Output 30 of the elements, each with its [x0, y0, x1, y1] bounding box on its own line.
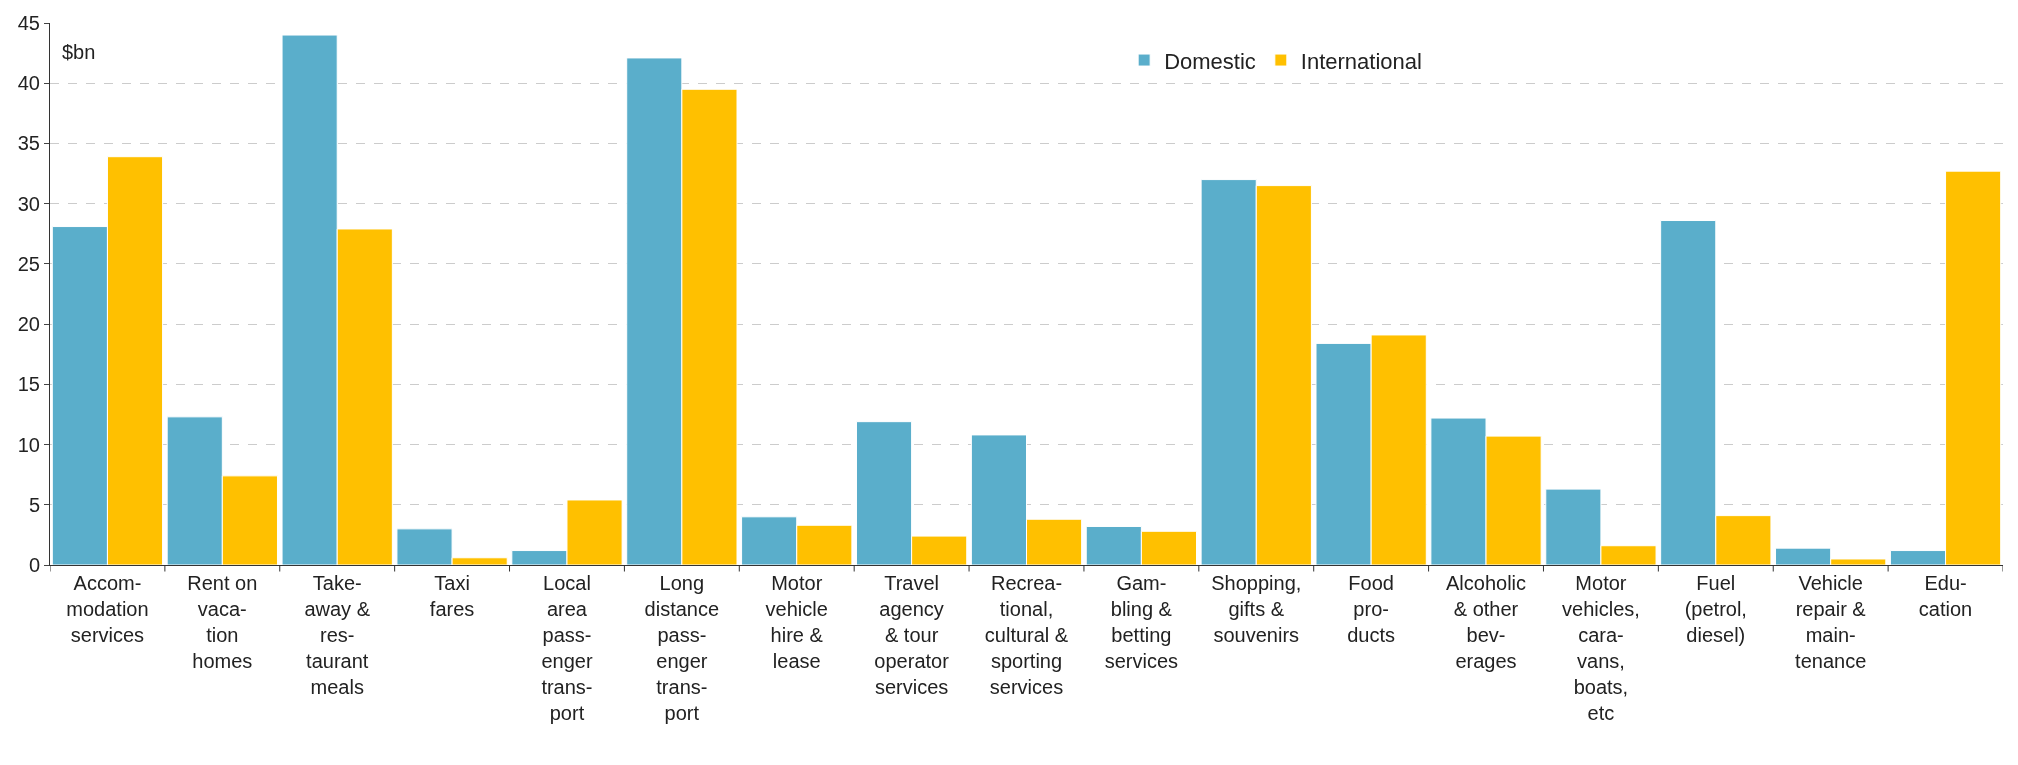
- y-tick-label: 20: [17, 313, 40, 336]
- x-tick-label: Long distance pass- enger trans- port: [644, 572, 720, 724]
- y-tick-label: 0: [28, 554, 40, 576]
- x-tick-label: Motor vehicle hire & lease: [765, 572, 828, 672]
- x-tick-label: Accom- modation services: [66, 572, 149, 646]
- y-tick-label: 5: [28, 493, 40, 516]
- x-tick-label: Gam- bling & betting services: [1104, 572, 1179, 672]
- y-tick-label: 45: [17, 12, 40, 34]
- x-tick-label: Local area pass- enger trans- port: [541, 572, 593, 724]
- x-tick-label: Rent on vaca- tion homes: [187, 572, 258, 672]
- x-tick-label: Vehicle repair & main- tenance: [1795, 572, 1867, 672]
- y-tick-label: 15: [17, 373, 40, 396]
- y-tick-label: 25: [17, 252, 40, 275]
- x-tick-label: Alcoholic & other bev- erages: [1446, 572, 1527, 672]
- legend-label: Domestic: [1164, 48, 1256, 74]
- x-tick-label: Motor vehicles, cara- vans, boats, etc: [1562, 572, 1640, 724]
- x-tick-label: Travel agency & tour operator services: [874, 572, 950, 698]
- x-tick-label: Take- away & res- taurant meals: [304, 572, 371, 698]
- y-axis-title: $bn: [62, 41, 96, 63]
- x-tick-label: Edu- cation: [1918, 572, 1973, 620]
- x-tick-label: Recrea- tional, cultural & sporting services: [984, 572, 1069, 698]
- x-tick-label: Shopping, gifts & souvenirs: [1211, 572, 1302, 646]
- y-tick-label: 40: [17, 72, 40, 95]
- x-tick-label: Fuel (petrol, diesel): [1684, 572, 1747, 646]
- x-tick-label: Food pro- ducts: [1347, 572, 1396, 646]
- y-tick-label: 10: [17, 433, 40, 456]
- y-tick-label: 30: [17, 192, 40, 215]
- y-tick-label: 35: [17, 132, 40, 155]
- x-tick-label: Taxi fares: [429, 572, 475, 620]
- legend-label: International: [1300, 48, 1422, 74]
